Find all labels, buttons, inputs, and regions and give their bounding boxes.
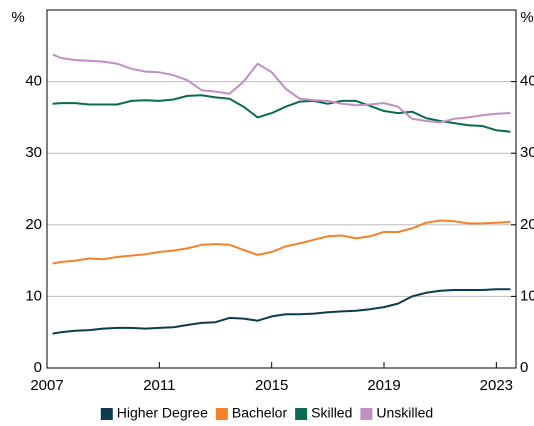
y2-tick-label: 20 [520, 216, 534, 233]
legend-item: Skilled [295, 405, 352, 421]
series-line [52, 219, 511, 265]
y-tick-label: 30 [25, 144, 42, 161]
x-tick-label: 2015 [255, 377, 288, 394]
legend: Higher Degree Bachelor Skilled Unskilled [100, 405, 433, 421]
series-line [52, 94, 511, 133]
x-tick-label: 2023 [480, 377, 513, 394]
legend-swatch [215, 408, 228, 420]
x-tick-label: 2019 [367, 377, 400, 394]
y-tick-label: 0 [34, 359, 42, 376]
y-tick-label: 20 [25, 216, 42, 233]
y-axis-label: % [11, 9, 24, 26]
legend-item: Unskilled [360, 405, 433, 421]
legend-swatch [100, 408, 113, 420]
y-tick-label: 10 [25, 287, 42, 304]
series-line [52, 288, 511, 335]
y2-tick-label: 40 [520, 73, 534, 90]
legend-item: Bachelor [215, 405, 288, 421]
y2-tick-label: 0 [520, 359, 528, 376]
legend-item: Higher Degree [100, 405, 208, 421]
legend-swatch [295, 408, 308, 420]
legend-label: Bachelor [232, 405, 288, 421]
y2-tick-label: 10 [520, 287, 534, 304]
x-tick-label: 2007 [30, 377, 63, 394]
series-line [52, 53, 511, 124]
y-tick-label: 40 [25, 73, 42, 90]
legend-label: Skilled [311, 405, 352, 421]
legend-swatch [360, 408, 373, 420]
y2-tick-label: 30 [520, 144, 534, 161]
y2-axis-label: % [520, 9, 533, 26]
plot-frame [46, 9, 517, 369]
legend-label: Unskilled [376, 405, 433, 421]
x-tick-label: 2011 [143, 377, 175, 394]
legend-label: Higher Degree [117, 405, 208, 421]
